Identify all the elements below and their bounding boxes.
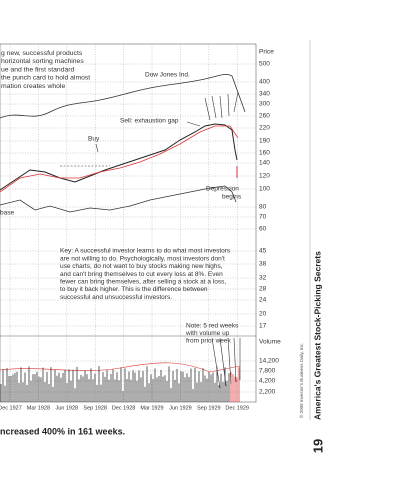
volume-tick: 14,200 — [259, 358, 279, 365]
price-tick: 28 — [259, 286, 267, 293]
chart-frame — [0, 43, 257, 403]
date-label: Dec 1928 — [112, 405, 136, 411]
key-line: use charts, do not want to buy stocks ma… — [60, 263, 223, 270]
price-tick: 160 — [259, 150, 270, 157]
grid — [0, 44, 256, 402]
key-line: and can't bring themselves to cut every … — [60, 271, 223, 278]
annotation: from prior week — [186, 338, 232, 345]
date-label: Sep 1929 — [197, 405, 221, 411]
price-tick: 70 — [259, 214, 267, 221]
key-line: to buy it back higher. This is the diffe… — [60, 286, 208, 293]
price-tick: 120 — [259, 173, 270, 180]
key-line: fewer can bring themselves, after sellin… — [60, 279, 226, 286]
date-label: Jun 1929 — [169, 405, 192, 411]
arrows — [95, 91, 241, 389]
intro-line: horizontal sorting machines — [1, 58, 84, 65]
intro-line: g new, successful products — [1, 50, 83, 57]
price-tick: 80 — [259, 204, 267, 211]
price-tick: 400 — [259, 79, 270, 86]
date-label: Dec 1927 — [0, 405, 22, 411]
annotation: Depression — [206, 186, 239, 193]
sidebar-title: America's Greatest Stock-Picking Secrets — [312, 251, 322, 420]
date-label: Dec 1929 — [225, 405, 249, 411]
dow-line — [0, 73, 246, 119]
price-tick: 100 — [259, 186, 270, 193]
annotation: Buy — [88, 136, 100, 143]
annotation: - — [0, 202, 2, 209]
axis-title: Volume — [259, 339, 281, 346]
date-label: Mar 1928 — [27, 405, 50, 411]
price-tick: 20 — [259, 311, 267, 318]
price-tick: 45 — [259, 248, 267, 255]
annotation: base — [0, 210, 14, 217]
volume-tick: 4,200 — [259, 378, 276, 385]
price-tick: 38 — [259, 261, 267, 268]
price-tick: 60 — [259, 226, 267, 233]
volume-bars — [0, 366, 240, 402]
intro-line: ue and the first standard — [1, 66, 75, 73]
annotation: Note: 5 red weeks — [186, 323, 239, 330]
annotation: begins — [222, 194, 242, 201]
price-tick: 17 — [259, 323, 267, 330]
price-line — [0, 123, 238, 191]
price-tick: 220 — [259, 125, 270, 132]
volume-average — [0, 362, 241, 373]
key-line: are not willing to do. Psychologically, … — [60, 255, 225, 262]
price-tick: 190 — [259, 138, 270, 145]
price-tick: 500 — [259, 61, 270, 68]
page-number: 19 — [310, 439, 325, 453]
key-line: Key: A successful investor learns to do … — [60, 248, 231, 255]
volume-tick: 2,200 — [259, 389, 276, 396]
intro-line: the punch card to hold almost — [1, 75, 90, 82]
date-label: Sep 1928 — [83, 405, 107, 411]
key-line: successful and unsuccessful investors. — [60, 294, 172, 301]
relative-strength — [0, 185, 237, 213]
price-tick: 32 — [259, 275, 267, 282]
date-label: Jun 1928 — [55, 405, 78, 411]
annotation: Dow Jones Ind. — [145, 72, 190, 79]
caption: ncreased 400% in 161 weeks. — [0, 426, 125, 436]
annotation: Sell: exhaustion gap — [120, 118, 179, 125]
copyright: © 2008 Investor's Business Daily, Inc. — [298, 343, 304, 418]
annotation: with volume up — [185, 330, 230, 337]
volume-tick: 7,800 — [259, 368, 276, 375]
intro-line: mation creates whole — [1, 83, 65, 90]
price-tick: 340 — [259, 91, 270, 98]
price-tick: 300 — [259, 101, 270, 108]
axis-title: Price — [259, 49, 274, 56]
moving-average — [0, 125, 239, 193]
price-tick: 260 — [259, 113, 270, 120]
price-tick: 140 — [259, 160, 270, 167]
date-label: Mar 1929 — [140, 405, 163, 411]
price-tick: 24 — [259, 297, 267, 304]
